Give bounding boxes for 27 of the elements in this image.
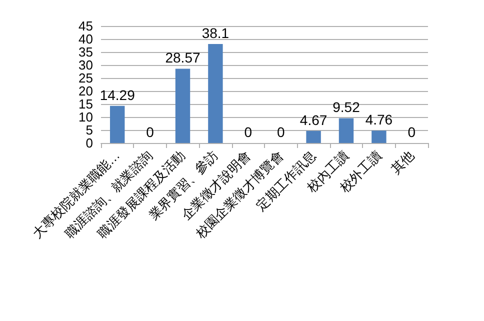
data-label: 0 xyxy=(276,124,285,140)
data-label: 0 xyxy=(244,124,252,140)
data-label: 0 xyxy=(408,124,416,140)
data-label: 28.57 xyxy=(165,50,200,66)
y-tick-label: 15 xyxy=(78,96,93,112)
y-tick-label: 40 xyxy=(78,32,93,46)
y-tick-label: 10 xyxy=(78,110,93,124)
data-label: 4.67 xyxy=(300,112,328,128)
bar xyxy=(372,130,386,143)
bar xyxy=(110,106,125,143)
bar xyxy=(208,44,223,143)
data-label: 0 xyxy=(146,124,154,140)
y-tick-label: 20 xyxy=(78,84,93,98)
bar xyxy=(175,68,190,143)
y-tick-label: 35 xyxy=(78,44,93,60)
data-label: 38.1 xyxy=(202,24,230,41)
y-tick-label: 25 xyxy=(78,70,93,86)
data-label: 9.52 xyxy=(332,99,360,116)
y-tick-label: 45 xyxy=(78,18,93,34)
data-label: 4.76 xyxy=(365,112,393,128)
y-tick-label: 30 xyxy=(78,58,93,72)
bar xyxy=(306,130,321,143)
x-tick-label: 其他 xyxy=(388,148,417,177)
bar xyxy=(338,118,354,143)
y-tick-label: 0 xyxy=(86,136,93,150)
y-tick-label: 5 xyxy=(86,122,93,138)
data-label: 14.29 xyxy=(100,86,136,103)
